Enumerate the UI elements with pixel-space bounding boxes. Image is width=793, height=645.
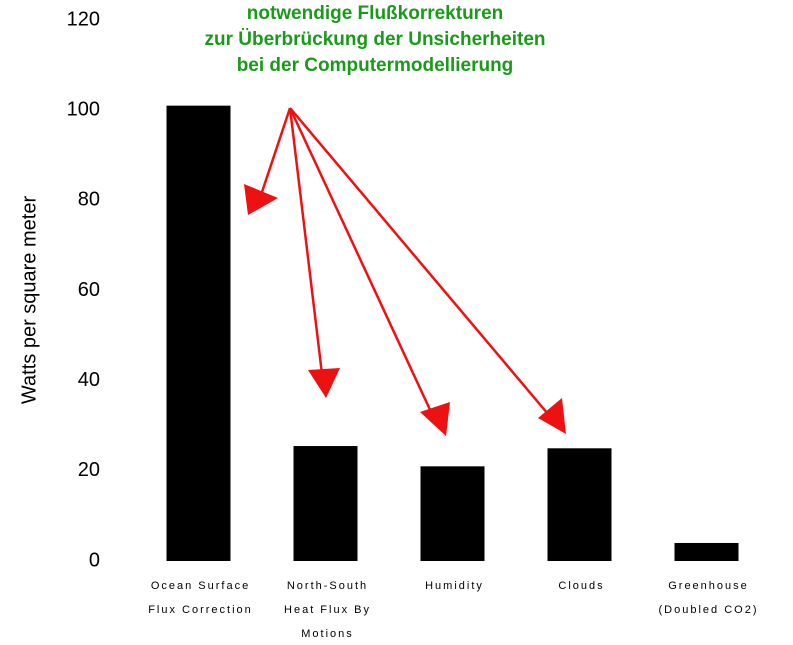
x-tick-label: North-South	[287, 580, 368, 592]
bar	[547, 448, 612, 561]
x-tick-label: Flux Correction	[148, 604, 253, 616]
y-tick-label: 100	[67, 98, 100, 120]
bar	[166, 105, 231, 562]
x-tick-label: Greenhouse	[668, 580, 749, 592]
y-axis-label: Watts per square meter	[18, 196, 40, 405]
y-tick-label: 20	[78, 459, 100, 481]
y-tick-label: 60	[78, 279, 100, 301]
bar	[293, 446, 358, 561]
x-tick-label: Motions	[301, 628, 354, 640]
y-tick-label: 0	[89, 549, 100, 571]
bar	[420, 466, 485, 561]
bar	[674, 542, 739, 561]
annotation: bei der Computermodellierung	[237, 55, 514, 76]
annotation: zur Überbrückung der Unsicherheiten	[204, 29, 545, 50]
x-tick-label: Clouds	[558, 580, 604, 592]
arrows	[244, 107, 566, 436]
x-tick-label: (Doubled CO2)	[659, 604, 759, 616]
x-tick-label: Humidity	[425, 580, 484, 592]
annotation: notwendige Flußkorrekturen	[247, 3, 504, 24]
x-tick-label: Heat Flux By	[284, 604, 371, 616]
y-tick-label: 120	[67, 8, 100, 30]
x-tick-label: Ocean Surface	[151, 580, 250, 592]
y-tick-label: 40	[78, 369, 100, 391]
y-tick-label: 80	[78, 189, 100, 211]
